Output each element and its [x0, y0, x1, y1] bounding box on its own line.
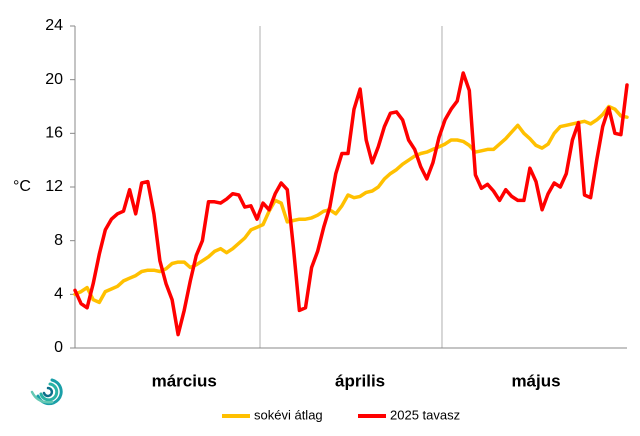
- legend-label: 2025 tavasz: [390, 407, 460, 422]
- x-tick-label: április: [335, 371, 385, 390]
- y-tick-label: 24: [45, 17, 63, 34]
- logo: [30, 378, 63, 406]
- y-tick-label: 20: [45, 71, 63, 88]
- y-tick-label: 8: [54, 232, 63, 249]
- y-tick-label: 0: [54, 339, 63, 356]
- y-axis-label: °C: [13, 178, 31, 195]
- data-line: [73, 71, 629, 337]
- y-tick-label: 4: [54, 286, 63, 303]
- x-tick-label: május: [511, 371, 560, 390]
- y-tick-label: 12: [45, 178, 63, 195]
- data-line: [73, 104, 629, 305]
- y-tick-label: 16: [45, 125, 63, 142]
- x-tick-label: március: [152, 371, 217, 390]
- legend-label: sokévi átlag: [254, 407, 323, 422]
